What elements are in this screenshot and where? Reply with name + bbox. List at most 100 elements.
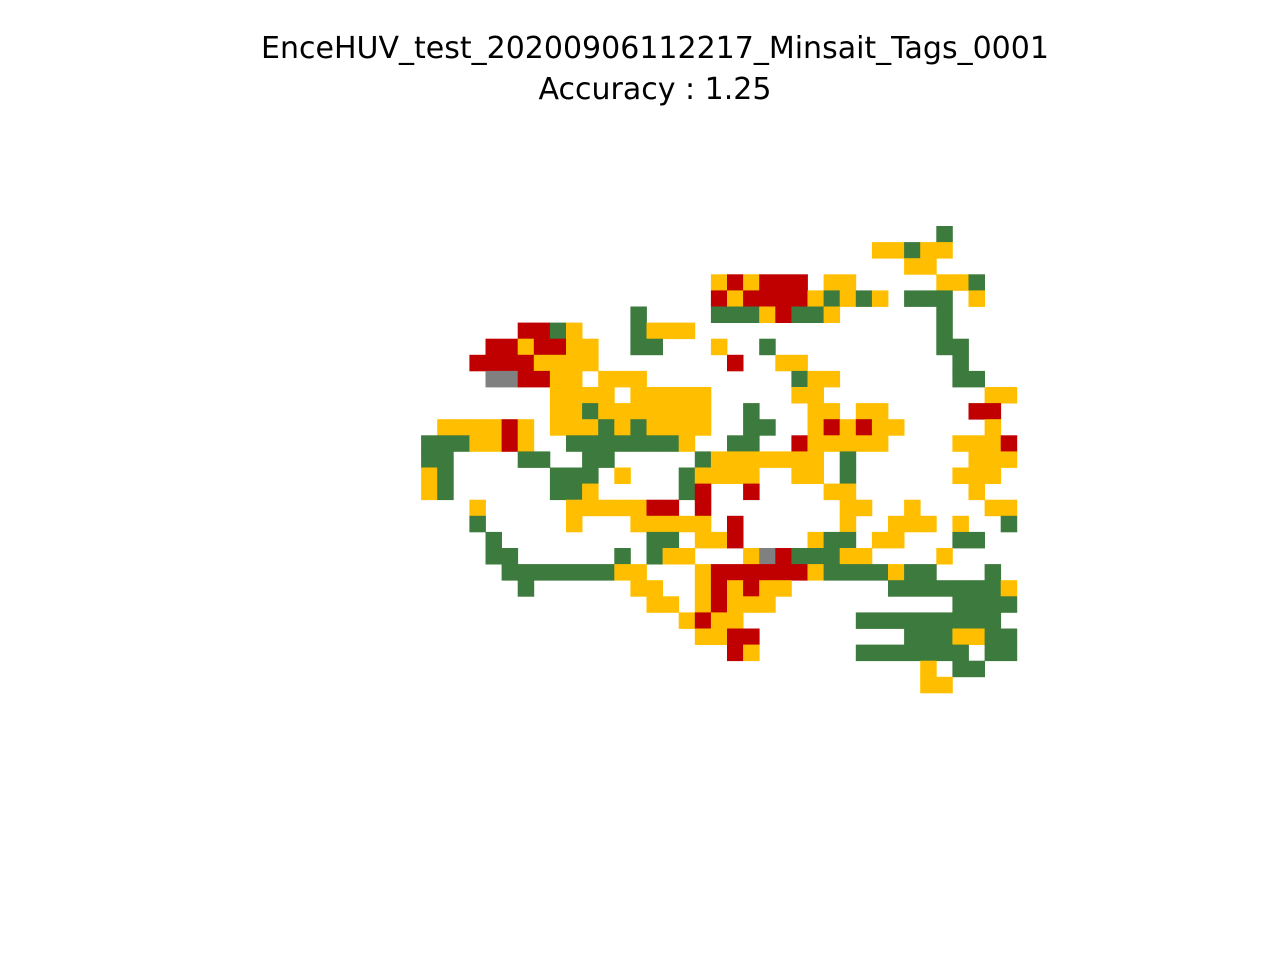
heatmap-cell [662,548,680,565]
heatmap-cell [662,387,680,404]
heatmap-cell [727,451,744,468]
heatmap-cell [566,564,583,581]
heatmap-cell [888,419,905,436]
heatmap-cell [533,354,551,372]
heatmap-cell [743,435,760,452]
heatmap-cell [952,354,969,372]
heatmap-cell [839,290,857,307]
heatmap-cell [1000,451,1018,468]
heatmap-cell [501,548,519,565]
heatmap-cell [646,499,663,517]
heatmap-cell [710,580,728,597]
heatmap-cell [694,483,712,501]
heatmap-cell [984,435,1002,452]
heatmap-cell [904,628,921,645]
heatmap-cell [759,419,776,436]
heatmap-cell [710,596,728,613]
heatmap-cell [871,419,889,436]
heatmap-cell [823,306,841,323]
heatmap-cell [839,515,857,533]
heatmap-cell [791,435,808,452]
heatmap-cell [871,290,889,307]
heatmap-cell [582,435,599,452]
heatmap-cell [727,531,744,549]
heatmap-cell [984,628,1002,645]
heatmap-cell [582,451,599,468]
heatmap-cell [807,548,824,565]
heatmap-cell [743,628,760,645]
heatmap-cell [694,387,712,404]
heatmap-cell [888,644,905,662]
heatmap-cell [727,435,744,452]
heatmap-cell [662,499,680,517]
heatmap-cell [855,435,873,452]
heatmap-cell [598,451,615,468]
heatmap-cell [984,580,1002,597]
heatmap-cell [936,306,953,323]
heatmap-cell [517,564,535,581]
heatmap-cell [743,564,760,581]
heatmap-cell [984,564,1002,581]
heatmap-cell [968,403,985,420]
heatmap-cell [839,451,857,468]
heatmap-cell [743,483,760,501]
heatmap-cell [839,483,857,501]
heatmap-cell [888,612,905,629]
heatmap-cell [694,628,712,645]
heatmap-cell [630,306,647,323]
heatmap-cell [517,451,535,468]
heatmap-cell [598,435,615,452]
heatmap-cell [871,435,889,452]
heatmap-cell [710,612,728,629]
heatmap-cell [807,419,824,436]
heatmap-cell [791,370,808,388]
heatmap-cell [855,499,873,517]
heatmap-cell [871,531,889,549]
heatmap-cell [743,580,760,597]
heatmap-cell [727,580,744,597]
heatmap-cell [839,564,857,581]
heatmap-cell [533,370,551,388]
heatmap-cell [775,274,792,291]
heatmap-cell [727,628,744,645]
heatmap-cell [678,387,696,404]
heatmap-cell [1000,580,1018,597]
heatmap-cell [759,564,776,581]
heatmap-cell [646,435,663,452]
heatmap-cell [646,580,663,597]
heatmap-cell [807,387,824,404]
heatmap-cell [952,660,969,678]
heatmap-cell [743,403,760,420]
heatmap-cell [727,274,744,291]
heatmap-cell [775,354,792,372]
heatmap-cell [582,499,599,517]
heatmap-cell [871,403,889,420]
heatmap-cell [823,564,841,581]
heatmap-cell [759,580,776,597]
heatmap-cell [871,612,889,629]
heatmap-cell [1000,628,1018,645]
heatmap-cell [469,354,486,372]
heatmap-cell [855,644,873,662]
heatmap-cell [662,322,680,340]
heatmap-cell [437,467,454,484]
heatmap-cell [646,419,663,436]
heatmap-cell [678,435,696,452]
heatmap-cell [485,531,502,549]
heatmap-cell [936,274,953,291]
heatmap-cell [566,483,583,501]
heatmap-cell [791,354,808,372]
heatmap-cell [630,435,647,452]
heatmap-cell [598,403,615,420]
heatmap-cell [743,451,760,468]
heatmap-cell [421,435,438,452]
heatmap-cell [630,370,647,388]
heatmap-cell [727,515,744,533]
heatmap-cell [743,644,760,662]
heatmap-cell [469,515,486,533]
heatmap-cell [920,580,937,597]
heatmap-cell [582,387,599,404]
heatmap-cell [968,435,985,452]
heatmap-cell [566,338,583,356]
